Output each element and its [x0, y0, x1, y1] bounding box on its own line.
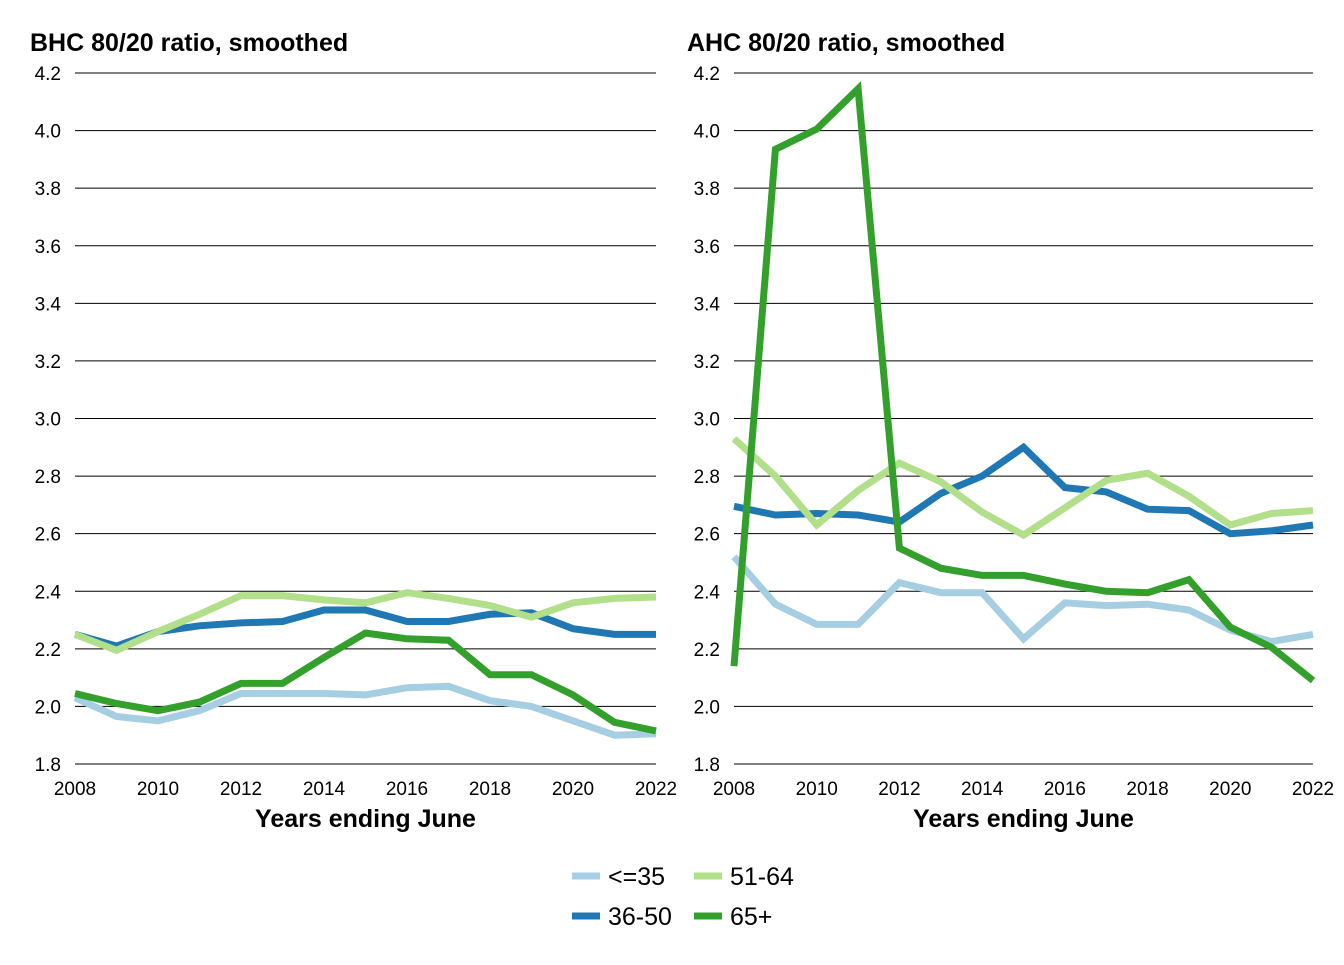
- y-tick-label: 4.0: [35, 122, 61, 143]
- series-line-le35: [73, 682, 657, 739]
- y-tick-label: 2.2: [694, 640, 720, 661]
- x-tick-label: 2012: [220, 779, 262, 800]
- y-tick-label: 3.2: [35, 352, 61, 373]
- y-tick-label: 3.4: [35, 294, 62, 315]
- x-axis-title: Years ending June: [255, 805, 476, 833]
- series-line-65plus: [730, 81, 1316, 684]
- y-tick-label: 2.2: [35, 640, 61, 661]
- x-tick-label: 2022: [635, 779, 677, 800]
- chart-panel-ahc: AHC 80/20 ratio, smoothed 1.8 2.0 2.2 2.4 2.6…: [687, 29, 1334, 833]
- x-tick-label: 2008: [713, 779, 755, 800]
- y-tick-label: 3.8: [694, 179, 720, 200]
- y-tick-label: 3.4: [694, 294, 721, 315]
- y-tick-label: 4.2: [35, 64, 61, 85]
- y-tick-label: 2.6: [35, 525, 61, 546]
- y-tick-label: 2.8: [35, 467, 61, 488]
- y-tick-label: 3.8: [35, 179, 61, 200]
- series-line-51-64: [731, 436, 1314, 540]
- y-tick-label: 1.8: [35, 755, 61, 776]
- y-tick-label: 2.6: [694, 525, 720, 546]
- y-tick-label: 2.0: [694, 697, 720, 718]
- series-line-36-50: [74, 606, 656, 650]
- x-tick-label: 2020: [552, 779, 594, 800]
- series-line-le35: [731, 554, 1314, 646]
- x-tick-label: 2020: [1209, 779, 1251, 800]
- y-tick-label: 3.0: [694, 410, 720, 431]
- x-tick-label: 2018: [469, 779, 511, 800]
- legend-label-51-64: 51-64: [730, 863, 794, 891]
- x-tick-label: 2016: [1044, 779, 1086, 800]
- chart-title: BHC 80/20 ratio, smoothed: [30, 29, 348, 57]
- y-tick-label: 3.6: [694, 237, 720, 258]
- x-tick-label: 2016: [386, 779, 428, 800]
- y-tick-label: 4.0: [694, 122, 720, 143]
- series-line-51-64: [73, 589, 657, 655]
- x-tick-label: 2010: [137, 779, 179, 800]
- legend-label-36-50: 36-50: [608, 903, 672, 931]
- y-tick-label: 2.4: [35, 582, 62, 603]
- chart-panel-bhc: BHC 80/20 ratio, smoothed 1.8 2.0 2.2 2.4 2.6…: [30, 29, 677, 833]
- y-tick-label: 4.2: [694, 64, 720, 85]
- y-tick-label: 1.8: [694, 755, 720, 776]
- legend: <=35 51-64 36-50 65+: [572, 863, 794, 931]
- x-tick-label: 2018: [1126, 779, 1168, 800]
- y-tick-label: 3.0: [35, 410, 61, 431]
- y-tick-label: 3.6: [35, 237, 61, 258]
- x-axis-title: Years ending June: [913, 805, 1134, 833]
- x-tick-label: 2022: [1292, 779, 1334, 800]
- y-tick-label: 2.4: [694, 582, 721, 603]
- x-tick-label: 2012: [878, 779, 920, 800]
- legend-label-65plus: 65+: [730, 903, 772, 931]
- x-tick-label: 2014: [961, 779, 1004, 800]
- y-tick-label: 3.2: [694, 352, 720, 373]
- legend-label-le35: <=35: [608, 863, 665, 891]
- y-tick-label: 2.0: [35, 697, 61, 718]
- y-tick-label: 2.8: [694, 467, 720, 488]
- x-tick-label: 2008: [54, 779, 96, 800]
- series-line-65plus: [74, 629, 657, 735]
- x-tick-label: 2010: [796, 779, 838, 800]
- x-tick-label: 2014: [303, 779, 346, 800]
- chart-title: AHC 80/20 ratio, smoothed: [687, 29, 1005, 57]
